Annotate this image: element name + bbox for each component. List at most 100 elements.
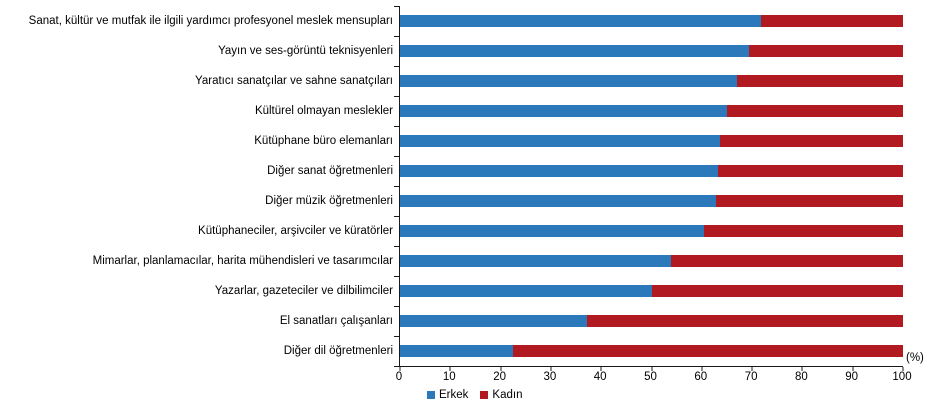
x-axis-tick xyxy=(550,367,552,371)
x-tick-label: 70 xyxy=(744,371,758,383)
category-label: Kütüphaneciler, arşivciler ve küratörler xyxy=(198,225,393,237)
bar-segment-kadin xyxy=(726,105,903,117)
legend-label: Erkek xyxy=(439,389,469,401)
bar-row xyxy=(400,336,903,366)
stacked-bar xyxy=(400,225,903,237)
legend-item: Kadın xyxy=(480,389,522,401)
x-tick-label: 20 xyxy=(493,371,506,383)
bar-segment-erkek xyxy=(400,75,737,87)
category-label: Yazarlar, gazeteciler ve dilbilimciler xyxy=(214,285,393,297)
category-label: Kültürel olmayan meslekler xyxy=(254,105,393,117)
bar-segment-kadin xyxy=(586,315,903,327)
x-axis-tick xyxy=(902,367,904,371)
x-axis-tick xyxy=(449,367,451,371)
category-label: Kütüphane büro elemanları xyxy=(254,135,393,147)
bar-segment-erkek xyxy=(400,165,719,177)
x-axis-tick xyxy=(701,367,703,371)
bar-row xyxy=(400,276,903,306)
legend-item: Erkek xyxy=(427,389,468,401)
x-axis-tick xyxy=(500,367,502,371)
category-label: Diğer sanat öğretmenleri xyxy=(267,165,393,177)
bar-segment-erkek xyxy=(400,225,704,237)
y-axis-tick xyxy=(394,306,400,307)
bar-segment-erkek xyxy=(400,105,727,117)
stacked-bar xyxy=(400,135,903,147)
x-axis-tick xyxy=(600,367,602,371)
bar-segment-kadin xyxy=(718,165,903,177)
y-axis-tick xyxy=(394,6,400,7)
stacked-bar xyxy=(400,315,903,327)
bar-segment-kadin xyxy=(703,225,903,237)
bar-segment-erkek xyxy=(400,195,717,207)
bar-segment-erkek xyxy=(400,255,671,267)
y-axis-tick xyxy=(394,156,400,157)
y-axis-tick xyxy=(394,36,400,37)
bar-row xyxy=(400,126,903,156)
bar-row xyxy=(400,246,903,276)
x-tick-label: 30 xyxy=(543,371,557,383)
category-label: Diğer dil öğretmenleri xyxy=(283,345,393,357)
y-axis-tick xyxy=(394,336,400,337)
category-label: Sanat, kültür ve mutfak ile ilgili yardı… xyxy=(28,15,393,27)
x-tick-label: 0 xyxy=(395,371,403,383)
y-axis-tick xyxy=(394,66,400,67)
y-axis-tick xyxy=(394,186,400,187)
y-axis-tick xyxy=(394,216,400,217)
x-tick-label: 80 xyxy=(794,371,808,383)
x-tick-label: 100 xyxy=(892,371,912,383)
legend-marker-icon xyxy=(480,391,489,399)
bar-segment-erkek xyxy=(400,285,652,297)
x-axis-tick xyxy=(852,367,854,371)
x-tick-label: 10 xyxy=(442,371,456,383)
bar-segment-kadin xyxy=(761,15,903,27)
bar-segment-kadin xyxy=(512,345,903,357)
category-label: Yayın ve ses-görüntü teknisyenleri xyxy=(218,45,393,57)
category-label: Diğer müzik öğretmenleri xyxy=(265,195,393,207)
x-axis-tick xyxy=(651,367,652,371)
category-label: Yaratıcı sanatçılar ve sahne sanatçıları xyxy=(195,75,393,87)
x-axis-tick xyxy=(399,367,401,371)
bar-row xyxy=(400,156,903,186)
y-axis-tick xyxy=(394,246,400,247)
bar-segment-kadin xyxy=(716,195,903,207)
y-axis-tick xyxy=(394,126,400,127)
bar-row xyxy=(400,36,903,66)
category-label: Mimarlar, planlamacılar, harita mühendis… xyxy=(92,255,393,267)
bar-segment-erkek xyxy=(400,15,762,27)
legend: Erkek Kadın xyxy=(427,389,522,401)
bar-row xyxy=(400,186,903,216)
legend-label: Kadın xyxy=(492,389,523,401)
category-label: El sanatları çalışanları xyxy=(279,315,393,327)
x-axis-tick xyxy=(801,367,803,371)
stacked-bar xyxy=(400,75,903,87)
stacked-bar xyxy=(400,195,903,207)
bar-segment-kadin xyxy=(651,285,903,297)
bar-segment-erkek xyxy=(400,345,513,357)
bar-row xyxy=(400,96,903,126)
stacked-bar xyxy=(400,165,903,177)
stacked-bar xyxy=(400,255,903,267)
stacked-bar xyxy=(400,345,903,357)
bar-segment-erkek xyxy=(400,45,750,57)
x-axis-tick xyxy=(751,367,753,371)
axis-unit-label: (%) xyxy=(906,352,924,364)
stacked-bar xyxy=(400,15,903,27)
bar-row xyxy=(400,306,903,336)
bar-segment-kadin xyxy=(749,45,903,57)
bar-row xyxy=(400,216,903,246)
legend-marker-icon xyxy=(427,391,435,399)
x-tick-label: 90 xyxy=(845,371,859,383)
bar-segment-kadin xyxy=(670,255,903,267)
y-axis-tick xyxy=(394,276,400,277)
bar-segment-erkek xyxy=(400,135,721,147)
bar-segment-kadin xyxy=(737,75,903,87)
bar-row xyxy=(400,66,903,96)
x-tick-label: 50 xyxy=(644,371,657,383)
plot-area xyxy=(394,6,904,371)
stacked-bar xyxy=(400,45,903,57)
stacked-bar xyxy=(400,105,903,117)
bar-segment-erkek xyxy=(400,315,587,327)
y-axis-tick xyxy=(394,96,400,97)
x-tick-label: 40 xyxy=(593,371,607,383)
